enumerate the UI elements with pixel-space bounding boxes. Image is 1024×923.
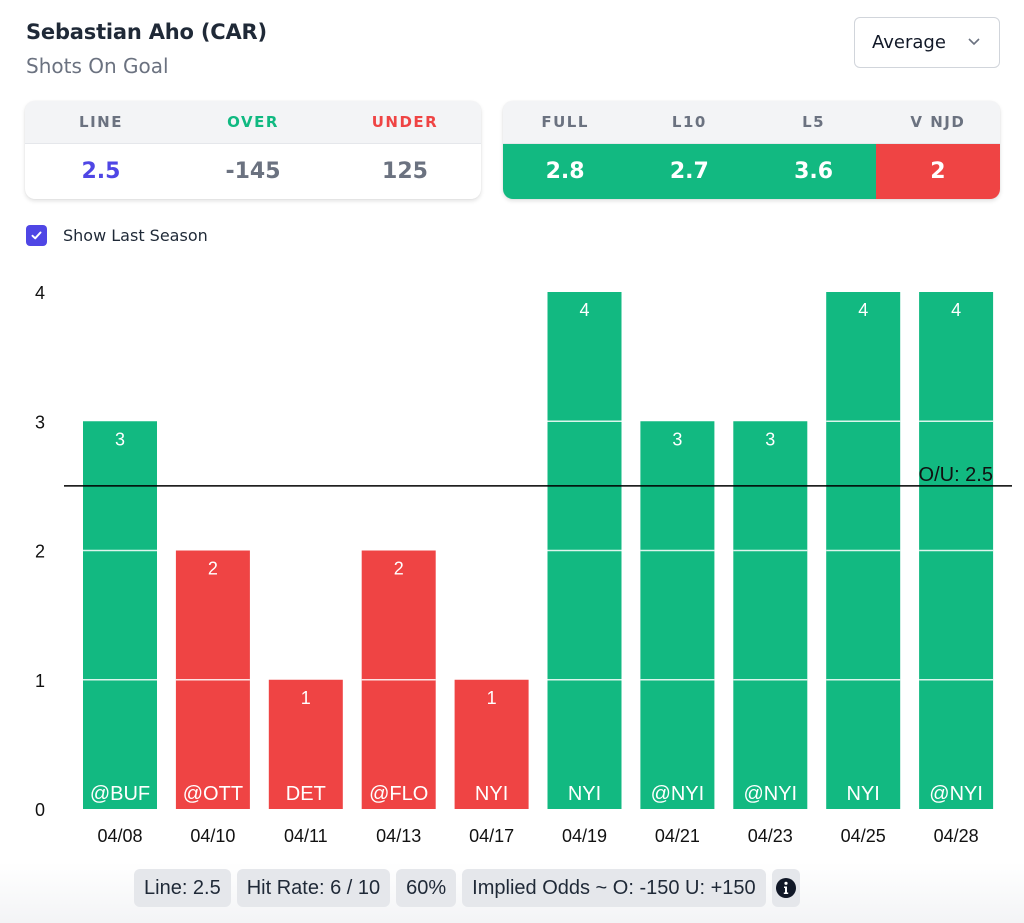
stat-subtitle: Shots On Goal <box>26 54 169 78</box>
averages-card: FULL L10 L5 V NJD 2.8 2.7 3.6 2 <box>503 101 1000 199</box>
x-tick-label: 04/17 <box>469 826 514 846</box>
bar-opponent-label: NYI <box>568 783 601 805</box>
averages-card-header: FULL L10 L5 V NJD <box>503 101 1000 144</box>
x-tick-label: 04/28 <box>934 826 979 846</box>
ou-reference-label: O/U: 2.5 <box>919 464 993 486</box>
y-tick-label: 4 <box>35 283 45 303</box>
averages-card-values: 2.8 2.7 3.6 2 <box>503 144 1000 199</box>
bar[interactable] <box>733 421 808 809</box>
summary-pills: Line: 2.5 Hit Rate: 6 / 10 60% Implied O… <box>134 869 800 907</box>
chevron-down-icon <box>968 38 980 46</box>
bar-opponent-label: @NYI <box>651 783 705 805</box>
avg-header-full: FULL <box>541 113 589 131</box>
avg-value-l5: 3.6 <box>751 144 876 199</box>
pill-implied-odds: Implied Odds ~ O: -150 U: +150 <box>462 869 766 907</box>
show-last-season-checkbox[interactable] <box>26 225 47 246</box>
pill-hit-percent: 60% <box>396 869 457 907</box>
bars-group: 3 @BUF 2 @OTT 1 DET 2 @FLO 1 NYI 4 NYI 3 @NYI 3 @NYI 4 NY… <box>83 292 994 809</box>
y-tick-label: 2 <box>35 542 45 562</box>
odds-value-line: 2.5 <box>81 159 121 184</box>
odds-header-over: OVER <box>227 113 279 131</box>
odds-card-header: LINE OVER UNDER <box>25 101 481 144</box>
bar-opponent-label: NYI <box>847 783 880 805</box>
bar[interactable] <box>454 679 529 809</box>
bar-opponent-label: @BUF <box>90 783 150 805</box>
stat-mode-dropdown[interactable]: Average <box>854 17 1000 68</box>
info-button[interactable] <box>771 869 800 907</box>
y-tick-label: 3 <box>35 412 45 432</box>
avg-value-vs-opponent: 2 <box>875 144 1000 199</box>
x-tick-label: 04/08 <box>97 826 142 846</box>
player-title: Sebastian Aho (CAR) <box>26 20 267 44</box>
avg-value-l10: 2.7 <box>627 144 752 199</box>
odds-header-under: UNDER <box>371 113 439 131</box>
shots-bar-chart: 0 1 2 3 4 3 @BUF 2 @OTT 1 DET 2 @FLO 1 NYI 4 NYI 3 @NYI 3 @… <box>35 283 1012 846</box>
bar-opponent-label: @NYI <box>743 783 797 805</box>
bar-value-label: 1 <box>487 688 497 708</box>
avg-header-l10: L10 <box>671 113 707 131</box>
x-tick-label: 04/25 <box>841 826 886 846</box>
bar-value-label: 3 <box>765 429 775 449</box>
y-axis: 0 1 2 3 4 <box>35 283 45 820</box>
bar-opponent-label: @NYI <box>929 783 983 805</box>
info-icon <box>775 878 796 898</box>
checkmark-icon <box>31 231 42 240</box>
odds-card-values: 2.5 -145 125 <box>25 144 481 199</box>
bar-value-label: 1 <box>301 688 311 708</box>
bar[interactable] <box>640 421 715 809</box>
pill-line: Line: 2.5 <box>134 869 231 907</box>
x-tick-label: 04/11 <box>284 826 328 846</box>
x-axis: 04/08 04/10 04/11 04/13 04/17 04/19 04/21 04/23… <box>97 826 978 846</box>
avg-header-vs-opponent: V NJD <box>910 113 966 131</box>
y-tick-label: 1 <box>35 671 45 691</box>
bar[interactable] <box>83 421 157 809</box>
odds-card: LINE OVER UNDER 2.5 -145 125 <box>25 101 481 199</box>
bar-opponent-label: @FLO <box>369 783 428 805</box>
bar-value-label: 3 <box>672 429 682 449</box>
bar-opponent-label: NYI <box>475 783 508 805</box>
dropdown-selected-value: Average <box>872 32 946 53</box>
avg-header-l5: L5 <box>802 113 826 131</box>
odds-header-line: LINE <box>79 113 123 131</box>
bar-value-label: 4 <box>858 300 868 320</box>
bar-value-label: 2 <box>208 559 218 579</box>
odds-value-over: -145 <box>225 159 281 184</box>
show-last-season-label: Show Last Season <box>63 226 208 245</box>
bar[interactable] <box>268 679 343 809</box>
bar-opponent-label: @OTT <box>183 783 243 805</box>
x-tick-label: 04/21 <box>655 826 700 846</box>
bar-opponent-label: DET <box>286 783 326 805</box>
bar-value-label: 3 <box>115 429 125 449</box>
x-tick-label: 04/19 <box>562 826 607 846</box>
bar-value-label: 4 <box>951 300 961 320</box>
x-tick-label: 04/13 <box>376 826 421 846</box>
show-last-season-toggle[interactable]: Show Last Season <box>26 225 208 246</box>
x-tick-label: 04/10 <box>190 826 235 846</box>
avg-value-full: 2.8 <box>503 144 628 199</box>
y-tick-label: 0 <box>35 800 45 820</box>
odds-value-under: 125 <box>382 159 428 184</box>
bar-value-label: 4 <box>579 300 589 320</box>
x-tick-label: 04/23 <box>748 826 793 846</box>
pill-hit-rate: Hit Rate: 6 / 10 <box>236 869 391 907</box>
bar-value-label: 2 <box>394 559 404 579</box>
